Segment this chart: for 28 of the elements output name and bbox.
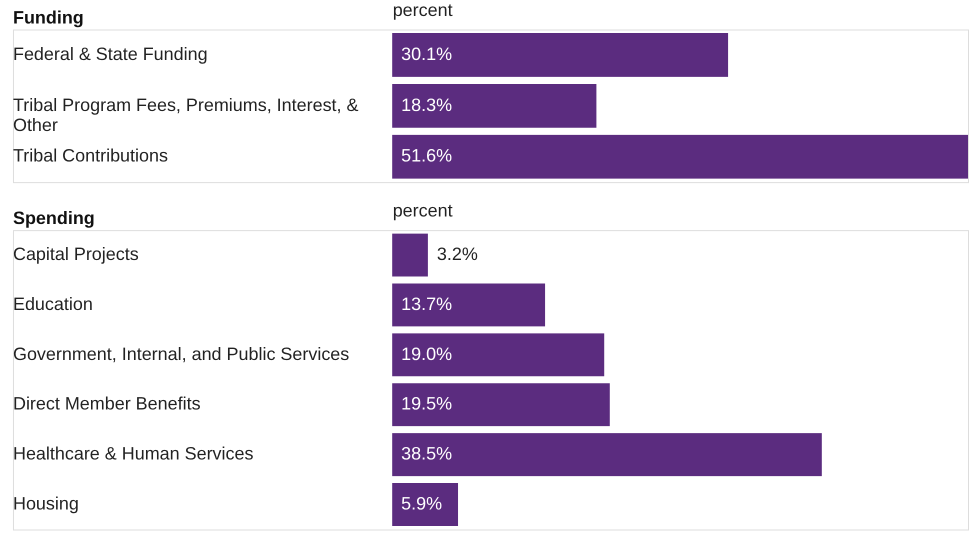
bar bbox=[392, 433, 822, 476]
y-tick-label: Tribal Contributions bbox=[12, 146, 168, 166]
y-tick-label: Tribal Program Fees, Premiums, Interest, & Other bbox=[12, 94, 359, 135]
data-label: 5.9% bbox=[401, 493, 442, 514]
bar bbox=[392, 333, 604, 376]
data-label: 13.7% bbox=[401, 294, 452, 314]
data-label: 3.2% bbox=[436, 244, 478, 264]
x-axis-title: percent bbox=[392, 0, 453, 20]
y-tick-label: Capital Projects bbox=[12, 244, 139, 264]
y-tick-label: Direct Member Benefits bbox=[12, 394, 201, 414]
bar bbox=[392, 483, 458, 526]
data-label: 19.5% bbox=[401, 394, 452, 414]
bar bbox=[392, 283, 546, 326]
data-label: 19.0% bbox=[401, 344, 452, 364]
y-tick-label: Education bbox=[12, 294, 93, 314]
y-tick-label: Federal & State Funding bbox=[12, 44, 208, 64]
text: Funding bbox=[12, 8, 84, 28]
data-label: 18.3% bbox=[401, 94, 452, 115]
data-label: 30.1% bbox=[401, 44, 452, 64]
x-axis-title: percent bbox=[392, 200, 453, 221]
text: Spending bbox=[12, 208, 95, 228]
bar bbox=[392, 383, 610, 426]
data-label: 38.5% bbox=[401, 444, 452, 464]
y-tick-label: Healthcare & Human Services bbox=[12, 444, 254, 464]
data-label: 51.6% bbox=[401, 146, 452, 166]
bar bbox=[392, 234, 428, 276]
y-tick-label: Government, Internal, and Public Services bbox=[12, 344, 350, 364]
y-tick-label: Housing bbox=[12, 493, 79, 514]
